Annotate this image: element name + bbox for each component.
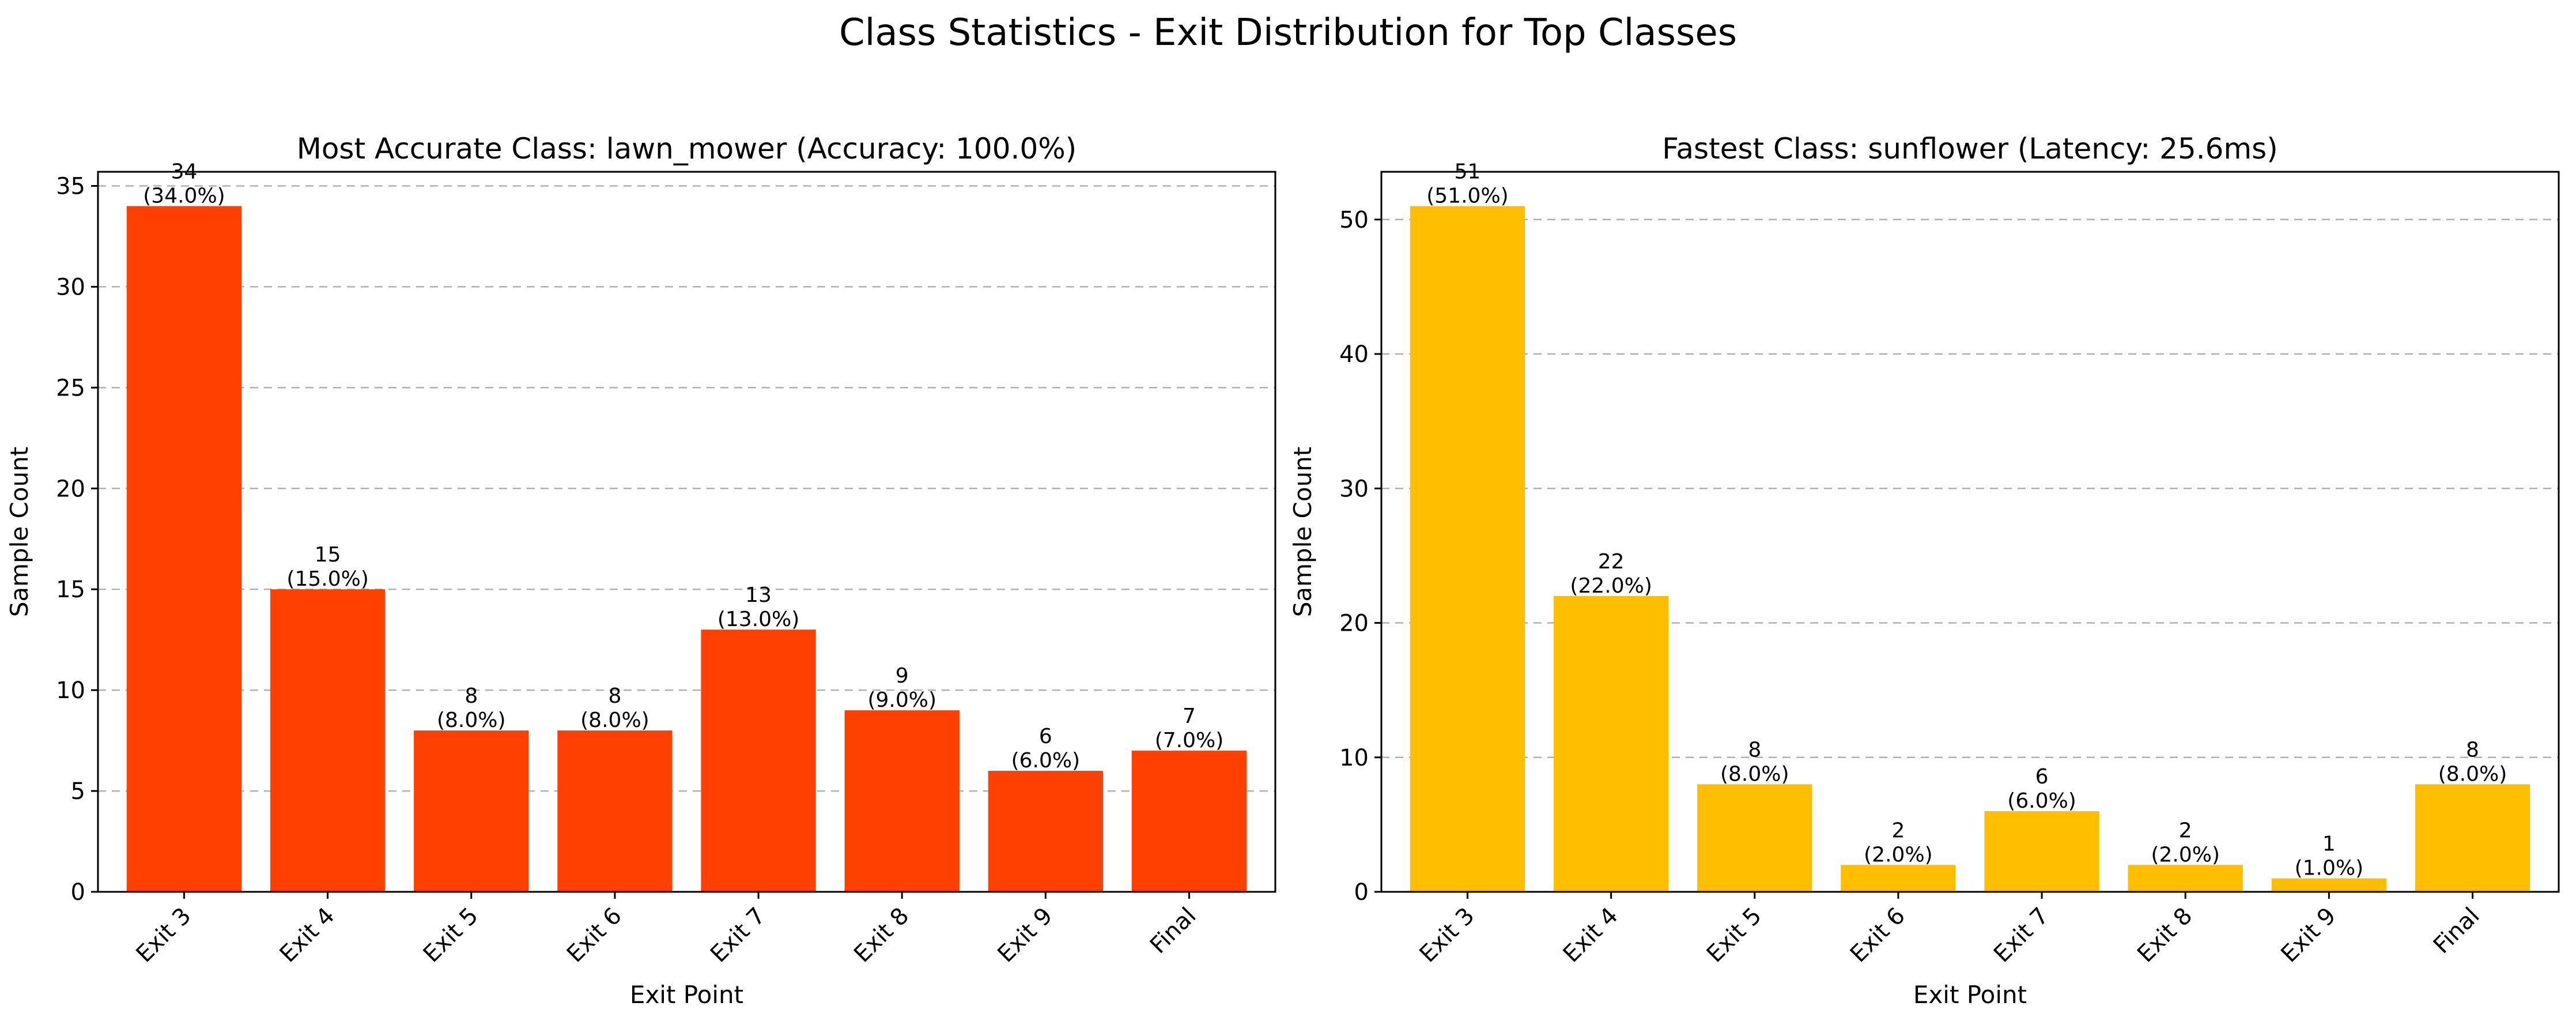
- x-tick-label: Exit 7: [705, 903, 770, 968]
- x-tick-label: Exit 7: [1989, 903, 2054, 968]
- bar: [1410, 206, 1525, 892]
- x-tick-label: Final: [2428, 903, 2485, 959]
- bar: [1984, 811, 2099, 892]
- axes-frame: [1380, 171, 2560, 893]
- bar-label: 8 (8.0%): [2438, 738, 2507, 786]
- y-tick-label: 30: [1339, 476, 1369, 502]
- bar: [1553, 596, 1669, 892]
- bar-label: 22 (22.0%): [1570, 550, 1652, 598]
- y-tick-label: 0: [71, 879, 85, 906]
- bar-label: 8 (8.0%): [1720, 738, 1789, 786]
- bar: [414, 730, 529, 892]
- y-tick-label: 35: [56, 173, 85, 199]
- chart-fastest-class: 51 (51.0%) 22 (22.0%) 8 (8.0%) 2 (2.0%) 6 (6.0%) 2…: [1289, 132, 2560, 1009]
- y-tick-label: 50: [1339, 207, 1369, 233]
- x-tick-label: Exit 4: [275, 903, 340, 968]
- y-tick-label: 30: [56, 274, 85, 300]
- bar: [1841, 865, 1956, 892]
- bar: [701, 630, 816, 892]
- y-tick-label: 20: [1339, 611, 1369, 637]
- y-tick-label: 10: [1339, 745, 1369, 771]
- y-axis-ticks: 0 10 20 30 40 50: [1339, 207, 1381, 906]
- bar: [557, 730, 673, 892]
- bar: [126, 206, 242, 892]
- bar-label: 1 (1.0%): [2295, 832, 2364, 880]
- y-tick-label: 15: [56, 576, 85, 603]
- y-tick-label: 0: [1354, 879, 1369, 906]
- x-tick-label: Exit 4: [1558, 903, 1623, 968]
- bar-label: 2 (2.0%): [2151, 819, 2220, 866]
- x-tick-label: Exit 6: [562, 903, 627, 968]
- x-tick-label: Exit 3: [1414, 903, 1479, 968]
- bar: [270, 589, 386, 892]
- x-tick-label: Exit 6: [1845, 903, 1910, 968]
- bar: [1131, 751, 1247, 892]
- chart-title: Fastest Class: sunflower (Latency: 25.6m…: [1662, 132, 2278, 165]
- y-tick-label: 10: [56, 677, 85, 704]
- axes-frame: [97, 171, 1276, 893]
- bar-label: 8 (8.0%): [580, 684, 649, 732]
- x-tick-label: Exit 9: [2276, 903, 2341, 968]
- x-tick-label: Exit 5: [418, 903, 484, 968]
- bar: [1697, 784, 1812, 892]
- x-axis-label: Exit Point: [1913, 981, 2027, 1009]
- bar-label: 7 (7.0%): [1155, 704, 1224, 752]
- x-axis-ticks: Exit 3 Exit 4 Exit 5 Exit 6 Exit 7 Exit 8 Exit…: [1414, 892, 2485, 968]
- x-tick-label: Exit 8: [849, 903, 914, 968]
- bar: [988, 771, 1104, 892]
- x-axis-label: Exit Point: [630, 981, 743, 1009]
- y-tick-label: 20: [56, 476, 85, 502]
- x-tick-label: Exit 9: [992, 903, 1057, 968]
- bar-label: 6 (6.0%): [2007, 765, 2076, 813]
- y-tick-label: 25: [56, 375, 85, 401]
- y-axis-label: Sample Count: [1289, 447, 1317, 617]
- x-tick-label: Final: [1145, 903, 1202, 959]
- bar: [844, 710, 960, 892]
- x-axis-ticks: Exit 3 Exit 4 Exit 5 Exit 6 Exit 7 Exit 8 Exit…: [131, 892, 1202, 968]
- x-tick-label: Exit 3: [131, 903, 196, 968]
- y-axis-label: Sample Count: [5, 447, 33, 617]
- bar-label: 2 (2.0%): [1864, 819, 1933, 866]
- bar-label: 8 (8.0%): [437, 684, 506, 732]
- bar: [2415, 784, 2530, 892]
- bar: [2271, 878, 2387, 892]
- bar-label: 51 (51.0%): [1426, 160, 1508, 208]
- bar-label: 9 (9.0%): [867, 664, 936, 712]
- figure-suptitle: Class Statistics - Exit Distribution for…: [839, 12, 1737, 54]
- chart-most-accurate-class: 34 (34.0%) 15 (15.0%) 8 (8.0%) 8 (8.0%) 13 (13.0%…: [5, 132, 1276, 1009]
- bars: [126, 206, 1247, 892]
- bar-label: 34 (34.0%): [143, 160, 225, 208]
- y-axis-ticks: 0 5 10 15 20 25 30 35: [56, 173, 98, 906]
- bar-labels: 51 (51.0%) 22 (22.0%) 8 (8.0%) 2 (2.0%) 6 (6.0%) 2…: [1426, 160, 2507, 880]
- bar-label: 15 (15.0%): [286, 543, 368, 591]
- y-tick-label: 40: [1339, 341, 1369, 368]
- bar-label: 6 (6.0%): [1011, 725, 1081, 772]
- x-tick-label: Exit 8: [2132, 903, 2197, 968]
- bar: [2128, 865, 2243, 892]
- bar-label: 13 (13.0%): [717, 583, 799, 631]
- y-tick-label: 5: [71, 778, 85, 805]
- chart-title: Most Accurate Class: lawn_mower (Accurac…: [297, 132, 1077, 165]
- bars: [1410, 206, 2530, 892]
- x-tick-label: Exit 5: [1702, 903, 1767, 968]
